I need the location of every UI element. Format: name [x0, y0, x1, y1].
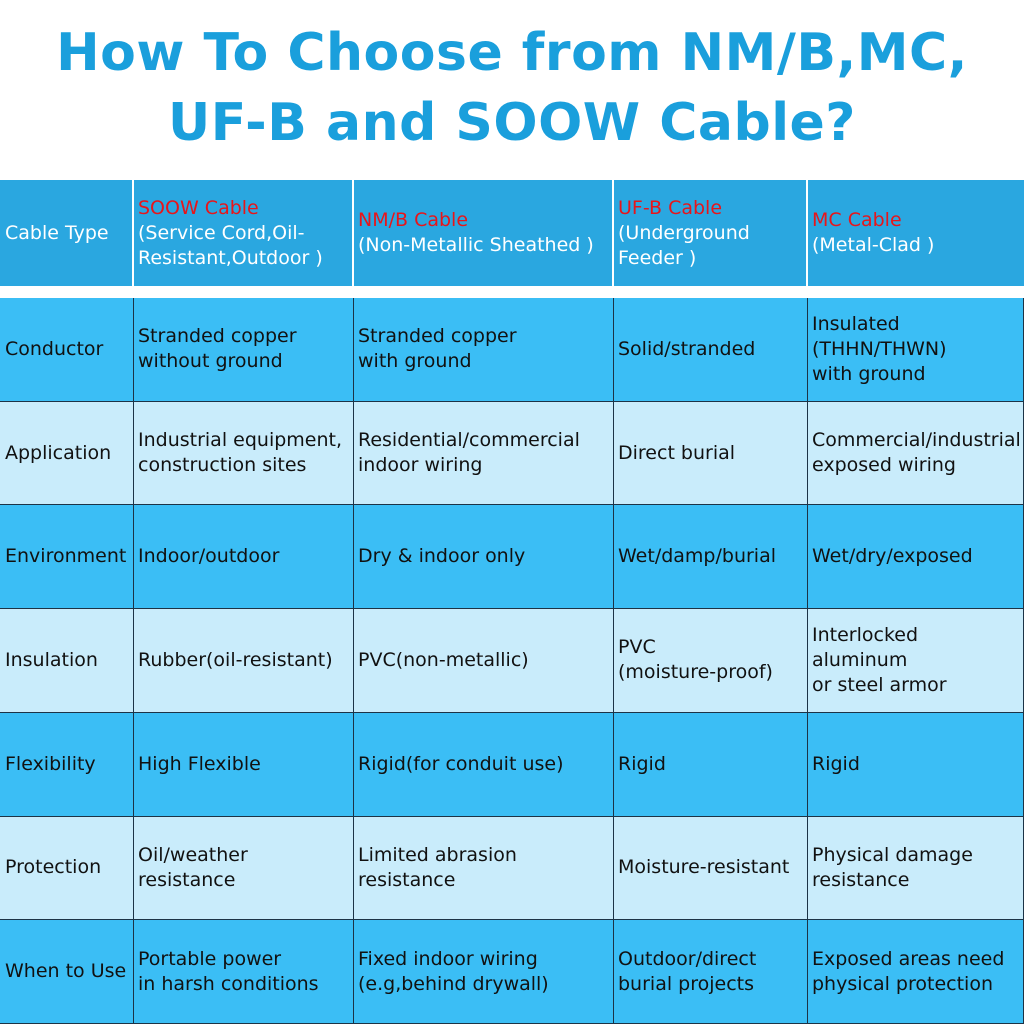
header-col-name: NM/B Cable: [358, 209, 469, 231]
table-cell: Dry & indoor only: [354, 505, 614, 610]
header-label: Cable Type: [5, 221, 109, 244]
row-label: Protection: [0, 816, 134, 921]
table-cell: PVC(non-metallic): [354, 609, 614, 713]
row-label: Environment: [0, 505, 134, 610]
table-header: Cable Type SOOW Cable (Service Cord,Oil-…: [0, 180, 1024, 286]
table-cell: Industrial equipment, construction sites: [134, 401, 354, 506]
table-cell: Rigid(for conduit use): [354, 712, 614, 817]
table-cell: Physical damage resistance: [808, 816, 1024, 921]
table-cell: Fixed indoor wiring (e.g,behind drywall): [354, 920, 614, 1024]
header-col-sub: (Service Cord,Oil- Resistant,Outdoor ): [138, 221, 323, 269]
header-col-sub: (Non-Metallic Sheathed ): [358, 234, 594, 256]
header-divider: [0, 286, 1024, 298]
header-col-name: SOOW Cable: [138, 196, 259, 219]
table-cell: Portable power in harsh conditions: [134, 920, 354, 1024]
row-label: Conductor: [0, 298, 134, 402]
title-line-1: How To Choose from NM/B,MC,: [56, 23, 968, 83]
table-cell: Moisture-resistant: [614, 816, 808, 921]
table-cell: Stranded copper without ground: [134, 298, 354, 402]
table-cell: High Flexible: [134, 712, 354, 817]
header-col-nmb: NM/B Cable (Non-Metallic Sheathed ): [354, 180, 614, 286]
table-cell: PVC (moisture-proof): [614, 609, 808, 713]
table-cell: Solid/stranded: [614, 298, 808, 402]
row-label: Insulation: [0, 609, 134, 713]
table-cell: Rigid: [614, 712, 808, 817]
header-col-ufb: UF-B Cable (Underground Feeder ): [614, 180, 808, 286]
comparison-table: Conductor Stranded copper without ground…: [0, 298, 1024, 1024]
table-cell: Wet/damp/burial: [614, 505, 808, 610]
row-label: When to Use: [0, 920, 134, 1024]
table-cell: Residential/commercial indoor wiring: [354, 401, 614, 506]
title-line-2: UF-B and SOOW Cable?: [168, 93, 856, 153]
header-label-cell: Cable Type: [0, 180, 134, 286]
table-cell: Exposed areas need physical protection: [808, 920, 1024, 1024]
page-title: How To Choose from NM/B,MC, UF-B and SOO…: [0, 18, 1024, 158]
table-cell: Oil/weather resistance: [134, 816, 354, 921]
table-cell: Insulated (THHN/THWN) with ground: [808, 298, 1024, 402]
table-cell: Outdoor/direct burial projects: [614, 920, 808, 1024]
table-cell: Stranded copper with ground: [354, 298, 614, 402]
header-col-soow: SOOW Cable (Service Cord,Oil- Resistant,…: [134, 180, 354, 286]
header-col-mc: MC Cable (Metal-Clad ): [808, 180, 1024, 286]
table-cell: Commercial/industrial exposed wiring: [808, 401, 1024, 506]
header-col-sub: (Metal-Clad ): [812, 234, 935, 256]
table-cell: Interlocked aluminum or steel armor: [808, 609, 1024, 713]
header-col-name: UF-B Cable: [618, 196, 723, 219]
table-cell: Indoor/outdoor: [134, 505, 354, 610]
table-cell: Limited abrasion resistance: [354, 816, 614, 921]
header-col-sub: (Underground Feeder ): [618, 221, 750, 269]
header-col-name: MC Cable: [812, 209, 902, 231]
row-label: Application: [0, 401, 134, 506]
table-cell: Rigid: [808, 712, 1024, 817]
table-cell: Direct burial: [614, 401, 808, 506]
table-cell: Rubber(oil-resistant): [134, 609, 354, 713]
row-label: Flexibility: [0, 712, 134, 817]
table-cell: Wet/dry/exposed: [808, 505, 1024, 610]
